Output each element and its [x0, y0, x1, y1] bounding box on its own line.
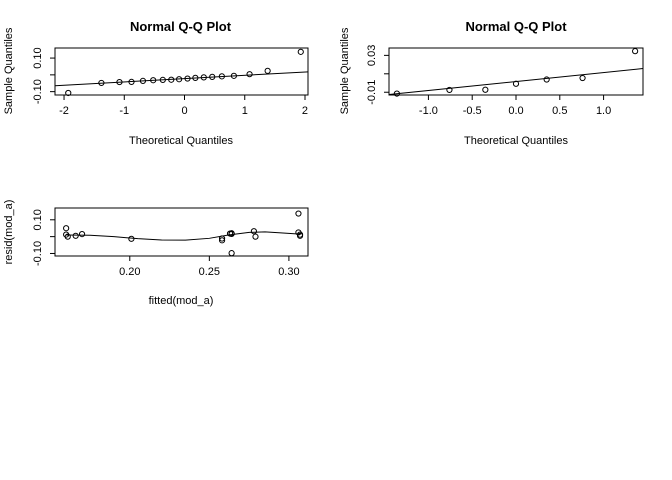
x-tick-label: 0.0 — [508, 105, 523, 117]
y-tick-label: 0.10 — [32, 47, 44, 68]
panel-title: Normal Q-Q Plot — [130, 19, 232, 34]
data-point — [228, 250, 235, 257]
data-point — [128, 235, 135, 242]
data-point — [252, 233, 259, 240]
x-tick-label: -0.5 — [463, 105, 482, 117]
data-point — [65, 89, 72, 97]
data-point — [579, 74, 586, 82]
panel-qq-means: Normal Q-Q Plot -1.0 -0.5 0.0 0.5 1.0 -0.01 0.… — [339, 19, 644, 147]
x-axis-label: fitted(mod_a) — [149, 295, 214, 307]
x-tick-label: 1 — [242, 105, 248, 117]
x-axis-label: Theoretical Quantiles — [464, 135, 568, 147]
data-point — [98, 79, 105, 87]
data-point — [63, 225, 70, 232]
data-point — [209, 73, 216, 80]
x-tick-label: 0 — [181, 105, 187, 117]
x-tick-label: -1.0 — [419, 105, 438, 117]
plot-box — [388, 47, 644, 96]
data-point — [168, 76, 175, 83]
data-point — [218, 235, 226, 242]
data-point — [296, 232, 304, 239]
plot-box — [54, 47, 309, 96]
data-point — [184, 75, 191, 82]
data-point — [512, 80, 520, 87]
smooth-curve — [66, 231, 301, 241]
data-point — [192, 74, 199, 81]
data-point — [543, 76, 550, 83]
y-tick-label: -0.10 — [32, 79, 44, 104]
data-point — [297, 48, 304, 55]
x-tick-label: 2 — [302, 105, 308, 117]
y-tick-label: -0.10 — [32, 241, 44, 266]
x-tick-label: 0.20 — [119, 266, 140, 278]
data-point — [250, 228, 257, 235]
y-tick-label: 0.10 — [32, 209, 44, 230]
x-tick-label: -1 — [119, 105, 129, 117]
data-point — [72, 232, 79, 239]
data-point — [246, 71, 253, 78]
data-point — [128, 78, 135, 86]
data-point — [200, 74, 207, 81]
x-tick-label: 1.0 — [596, 105, 611, 117]
plot-box — [54, 207, 309, 257]
data-point — [218, 237, 226, 244]
data-point — [230, 72, 238, 79]
x-tick-label: 0.30 — [278, 266, 299, 278]
y-tick-label: -0.01 — [366, 80, 378, 105]
data-point — [446, 86, 453, 94]
data-point — [175, 76, 183, 83]
plot-area-3: 0.20 0.25 0.30 -0.10 0.10 — [32, 209, 304, 278]
data-point — [64, 233, 71, 240]
y-axis-label: Sample Quantiles — [3, 27, 15, 114]
x-tick-label: 0.25 — [199, 266, 220, 278]
data-point — [295, 210, 302, 217]
y-tick-label: 0.03 — [366, 45, 378, 66]
panel-residuals-vs-fitted: 0.20 0.25 0.30 -0.10 0.10 fitted(mod_a) resi… — [3, 200, 309, 307]
panel-title: Normal Q-Q Plot — [465, 19, 567, 34]
data-point — [116, 78, 123, 86]
data-point — [264, 67, 271, 74]
panel-qq-residuals: Normal Q-Q Plot -2 -1 0 1 2 -0.10 0.10 Theoret… — [3, 19, 309, 147]
data-point — [159, 76, 166, 83]
data-point — [218, 73, 225, 80]
x-tick-label: 0.5 — [552, 105, 567, 117]
data-point — [78, 231, 86, 238]
data-point — [150, 77, 157, 84]
data-point — [139, 77, 147, 85]
y-axis-label: Sample Quantiles — [339, 27, 351, 114]
data-point — [228, 230, 235, 238]
plot-area-1: -2 -1 0 1 2 -0.10 0.10 — [32, 47, 308, 117]
data-point — [482, 86, 489, 93]
x-axis-label: Theoretical Quantiles — [129, 135, 233, 147]
y-axis-label: resid(mod_a) — [3, 200, 15, 265]
x-tick-label: -2 — [59, 105, 69, 117]
data-point — [393, 90, 400, 97]
data-point — [632, 48, 639, 55]
plot-area-2: -1.0 -0.5 0.0 0.5 1.0 -0.01 0.03 — [366, 45, 643, 117]
